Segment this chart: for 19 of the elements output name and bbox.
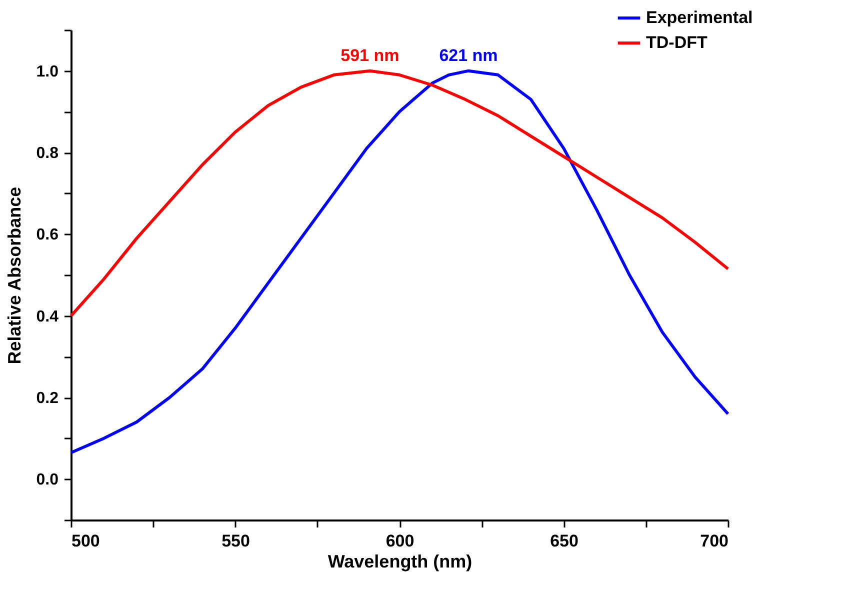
y-tick-label: 0.4 <box>36 308 59 326</box>
y-tick-label: 1.0 <box>36 63 59 80</box>
x-tick-label: 500 <box>72 532 100 550</box>
line-series <box>70 69 730 318</box>
y-tick-label: 0.0 <box>36 472 59 489</box>
x-tick-label: 650 <box>550 532 578 550</box>
x-axis-title: Wavelength (nm) <box>328 552 472 572</box>
x-tick-label: 550 <box>222 532 250 550</box>
legend-label: Experimental <box>646 8 753 27</box>
y-tick-label: 0.6 <box>36 226 59 244</box>
line-series <box>70 69 730 454</box>
y-tick-label: 0.2 <box>36 390 59 407</box>
legend-label: TD-DFT <box>646 33 708 52</box>
x-tick-label: 600 <box>386 532 414 550</box>
y-axis-title: Relative Absorbance <box>4 186 24 364</box>
x-tick-label: 700 <box>700 532 728 550</box>
annotation: 621 nm <box>439 46 498 65</box>
annotation: 591 nm <box>340 46 400 65</box>
y-tick-label: 0.8 <box>36 145 59 162</box>
